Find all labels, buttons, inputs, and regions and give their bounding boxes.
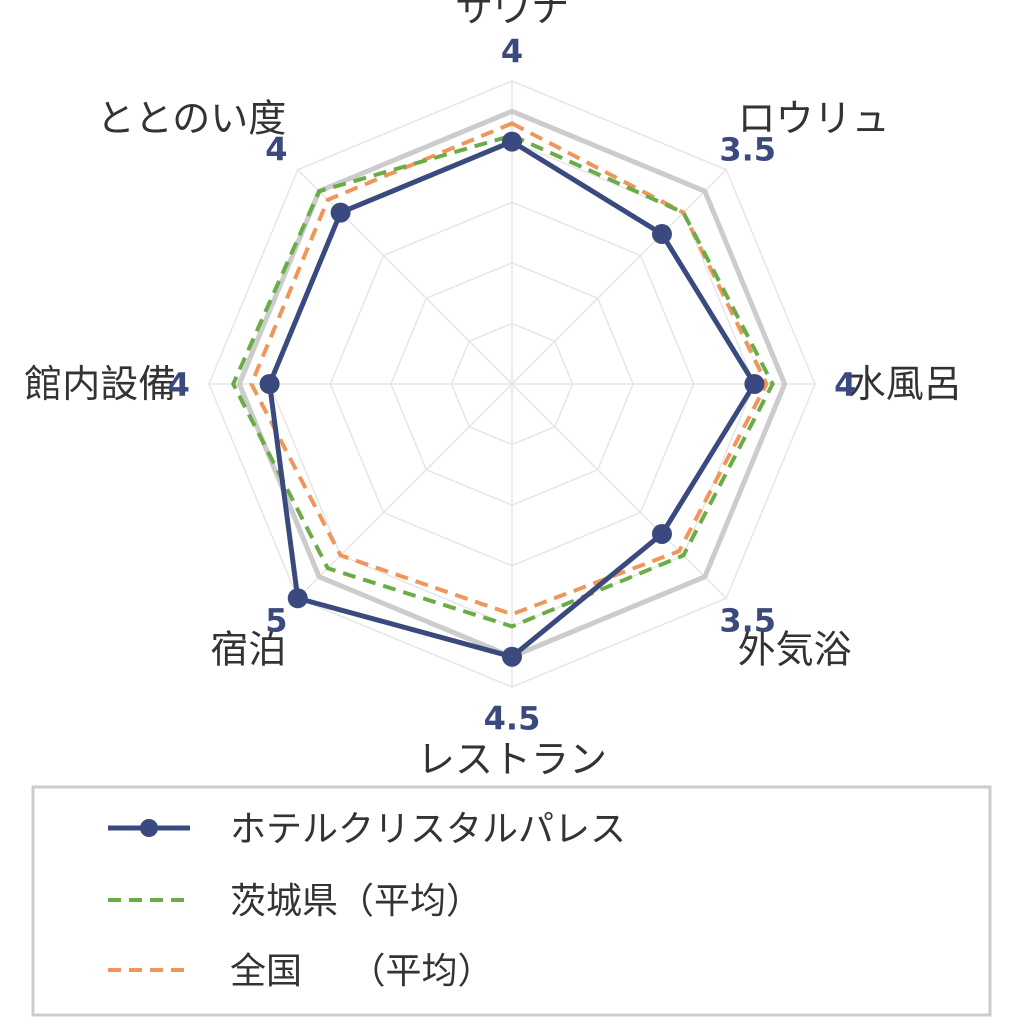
axis-label-3: 外気浴	[738, 628, 852, 672]
series-line-2	[249, 121, 769, 617]
value-label-1: 3.5	[719, 130, 776, 168]
grid-ring-2	[389, 261, 635, 507]
value-label-6: 4	[168, 366, 190, 404]
grid-spoke-5	[297, 383, 513, 599]
value-label-2: 4	[834, 366, 856, 404]
series-point-0-3	[651, 523, 672, 544]
value-label-0: 4	[501, 33, 523, 71]
series-point-0-7	[330, 202, 351, 223]
legend-label-series-0: ホテルクリスタルパレス	[230, 809, 626, 850]
grid-ring-1	[450, 322, 574, 446]
legend: ホテルクリスタルパレス 茨城県（平均） 全国 （平均）	[31, 785, 992, 1017]
series-point-0-1	[651, 224, 672, 245]
legend-marker-series-0	[140, 819, 158, 837]
grid-spoke-1	[511, 169, 727, 385]
value-label-5: 5	[265, 602, 287, 640]
axis-label-4: レストラン	[417, 738, 607, 782]
grid-ring-5	[208, 80, 816, 688]
grid-spoke-7	[297, 169, 513, 385]
value-label-7: 4	[265, 130, 287, 168]
axis-label-1: ロウリュ	[738, 96, 890, 140]
series-line-1	[231, 133, 775, 629]
grid-ring-3	[329, 201, 695, 567]
value-label-4: 4.5	[484, 699, 541, 737]
series-point-0-2	[744, 374, 765, 394]
axis-label-7: ととのい度	[97, 96, 287, 140]
axis-label-2: 水風呂	[848, 362, 962, 406]
series-point-0-5	[287, 588, 308, 609]
value-label-layer: 4 3.5 4 3.5 4.5 5 4 4	[168, 33, 857, 738]
axis-label-5: 宿泊	[210, 628, 286, 672]
series-point-0-6	[259, 374, 280, 394]
grid-spoke-3	[511, 383, 727, 599]
axis-label-6: 館内設備	[24, 362, 176, 406]
axis-label-0: サウナ	[455, 0, 569, 30]
legend-label-series-1: 茨城県（平均）	[230, 881, 482, 922]
series-point-0-0	[502, 131, 522, 152]
legend-label-series-2: 全国 （平均）	[230, 951, 493, 992]
legend-box	[31, 785, 992, 1017]
series-layer	[231, 121, 775, 667]
series-point-0-4	[502, 646, 522, 667]
value-label-3: 3.5	[719, 602, 776, 640]
